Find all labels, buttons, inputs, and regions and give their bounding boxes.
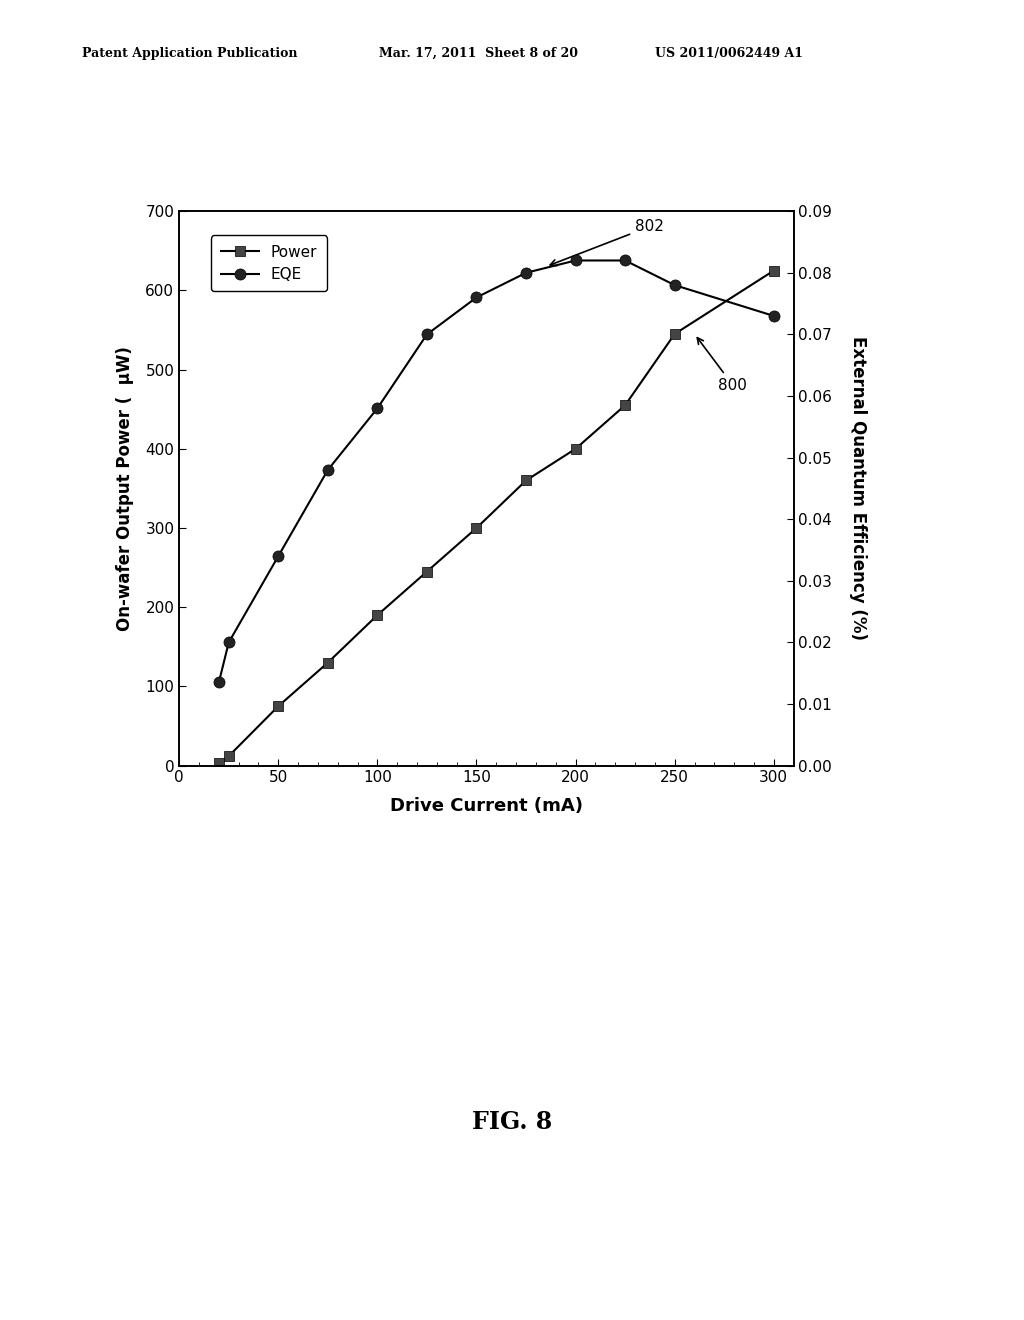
EQE (618, 252, 631, 268)
EQE (213, 675, 225, 690)
EQE (222, 635, 234, 651)
Legend: Power, EQE: Power, EQE (211, 235, 327, 292)
X-axis label: Drive Current (mA): Drive Current (mA) (390, 796, 583, 814)
Power (372, 607, 384, 623)
EQE (322, 462, 334, 478)
EQE (372, 400, 384, 416)
Power (618, 397, 631, 413)
Power (222, 748, 234, 764)
Power (470, 520, 482, 536)
EQE (768, 308, 780, 323)
Power (520, 473, 532, 488)
EQE (421, 326, 433, 342)
Power (669, 326, 681, 342)
Y-axis label: External Quantum Efficiency (%): External Quantum Efficiency (%) (849, 337, 867, 640)
Text: Patent Application Publication: Patent Application Publication (82, 46, 297, 59)
Text: Mar. 17, 2011  Sheet 8 of 20: Mar. 17, 2011 Sheet 8 of 20 (379, 46, 578, 59)
EQE (272, 548, 285, 564)
Power (322, 655, 334, 671)
Text: 802: 802 (550, 219, 664, 265)
Line: EQE: EQE (213, 255, 779, 688)
Power (569, 441, 582, 457)
Power (213, 755, 225, 771)
Power (768, 263, 780, 279)
Text: 800: 800 (697, 338, 748, 392)
EQE (520, 265, 532, 281)
EQE (470, 289, 482, 305)
Line: Power: Power (214, 265, 778, 768)
Y-axis label: On-wafer Output Power (  μW): On-wafer Output Power ( μW) (117, 346, 134, 631)
Power (421, 564, 433, 579)
EQE (569, 252, 582, 268)
Text: FIG. 8: FIG. 8 (472, 1110, 552, 1134)
EQE (669, 277, 681, 293)
Power (272, 698, 285, 714)
Text: US 2011/0062449 A1: US 2011/0062449 A1 (655, 46, 804, 59)
